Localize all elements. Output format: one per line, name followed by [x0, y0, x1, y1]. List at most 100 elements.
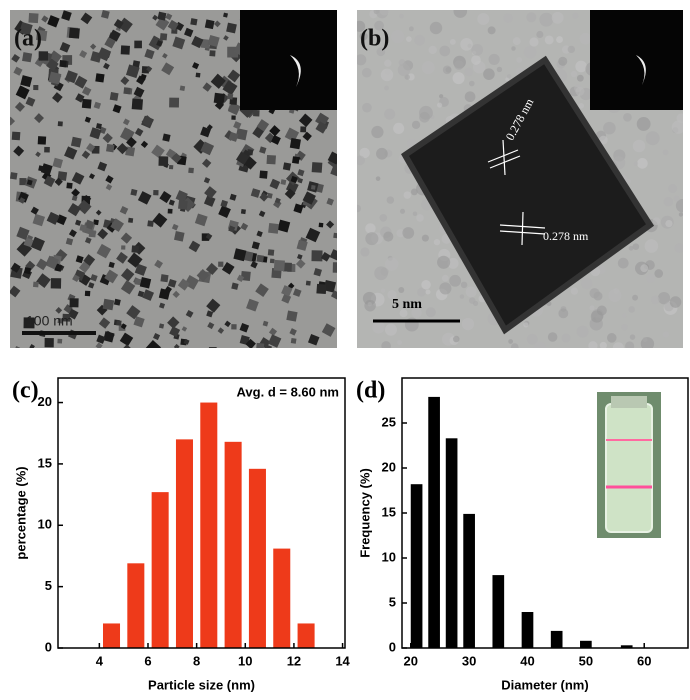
texture — [360, 247, 369, 256]
texture — [577, 326, 589, 338]
nanoparticle — [311, 185, 316, 190]
scale-bar-label: 100 nm — [26, 313, 73, 329]
texture — [646, 131, 660, 145]
texture — [413, 212, 417, 216]
texture — [577, 75, 584, 82]
texture — [590, 288, 600, 298]
texture — [571, 287, 578, 294]
nanoparticle — [95, 73, 104, 82]
texture — [430, 22, 442, 34]
nanoparticle — [312, 162, 323, 173]
texture — [471, 44, 483, 56]
bar — [103, 623, 120, 648]
texture — [355, 54, 366, 65]
texture — [365, 232, 378, 245]
texture — [374, 266, 388, 280]
texture — [416, 214, 424, 222]
texture — [384, 109, 395, 120]
nanoparticle — [158, 156, 168, 166]
nanoparticle — [82, 99, 92, 109]
texture — [600, 342, 607, 349]
nanoparticle — [160, 274, 168, 282]
texture — [637, 117, 651, 131]
nanoparticle — [28, 13, 38, 23]
texture — [362, 103, 372, 113]
nanoparticle — [121, 45, 130, 54]
texture — [399, 14, 404, 19]
x-tick-label: 14 — [335, 653, 350, 668]
panel-label: (d) — [356, 378, 385, 404]
nanoparticle — [231, 324, 236, 329]
texture — [511, 46, 516, 51]
texture — [483, 68, 495, 80]
nanoparticle — [160, 33, 167, 40]
texture — [653, 217, 661, 225]
bar — [225, 442, 242, 648]
nanoparticle — [44, 147, 50, 153]
texture — [581, 278, 592, 289]
texture — [628, 306, 635, 313]
texture — [439, 282, 451, 294]
texture — [621, 324, 628, 331]
texture — [397, 340, 402, 345]
texture — [561, 334, 570, 343]
nanoparticle — [157, 12, 166, 21]
nanoparticle — [45, 338, 54, 347]
texture — [434, 239, 440, 245]
texture — [442, 275, 449, 282]
texture — [640, 264, 648, 272]
nanoparticle — [121, 245, 125, 249]
texture — [618, 258, 629, 269]
x-tick-label: 60 — [637, 653, 651, 668]
nanoparticle — [209, 347, 217, 355]
y-tick-label: 0 — [389, 639, 396, 654]
texture — [353, 205, 361, 213]
texture — [637, 158, 648, 169]
figure: (a) 100 nm (b) 0.278 nm 0.278 nm 5 nm 46… — [0, 0, 690, 695]
bar — [463, 514, 475, 648]
texture — [454, 60, 464, 70]
texture — [439, 46, 450, 57]
nanoparticle — [178, 200, 188, 210]
bar — [551, 631, 563, 648]
texture — [556, 36, 563, 43]
texture — [355, 155, 365, 165]
texture — [398, 287, 404, 293]
x-tick-label: 20 — [404, 653, 418, 668]
texture — [672, 120, 685, 133]
nanoparticle — [93, 219, 99, 225]
texture — [384, 60, 391, 67]
nanoparticle — [85, 291, 91, 297]
y-tick-label: 10 — [382, 549, 396, 564]
texture — [381, 341, 391, 351]
nanoparticle — [205, 19, 215, 29]
texture — [568, 46, 575, 53]
nanoparticle — [116, 320, 121, 325]
texture — [629, 246, 634, 251]
texture — [608, 289, 621, 302]
x-tick-label: 30 — [462, 653, 476, 668]
texture — [376, 176, 381, 181]
texture — [575, 87, 584, 96]
texture — [387, 196, 394, 203]
texture — [523, 322, 528, 327]
y-axis-label: Frequency (%) — [357, 468, 372, 558]
lattice-label: 0.278 nm — [543, 229, 589, 243]
texture — [437, 256, 450, 269]
nanoparticle — [214, 93, 225, 104]
nanoparticle — [134, 41, 142, 49]
texture — [381, 288, 386, 293]
bar — [411, 484, 423, 648]
nanoparticle — [70, 298, 79, 307]
y-tick-label: 15 — [38, 455, 52, 470]
texture — [391, 30, 405, 44]
texture — [414, 35, 425, 46]
texture — [588, 341, 597, 350]
texture — [385, 324, 397, 336]
texture — [534, 342, 546, 354]
nanoparticle — [333, 233, 339, 239]
texture — [668, 184, 677, 193]
texture — [665, 220, 672, 227]
nanoparticle — [169, 165, 173, 169]
panel-label: (b) — [360, 26, 389, 52]
